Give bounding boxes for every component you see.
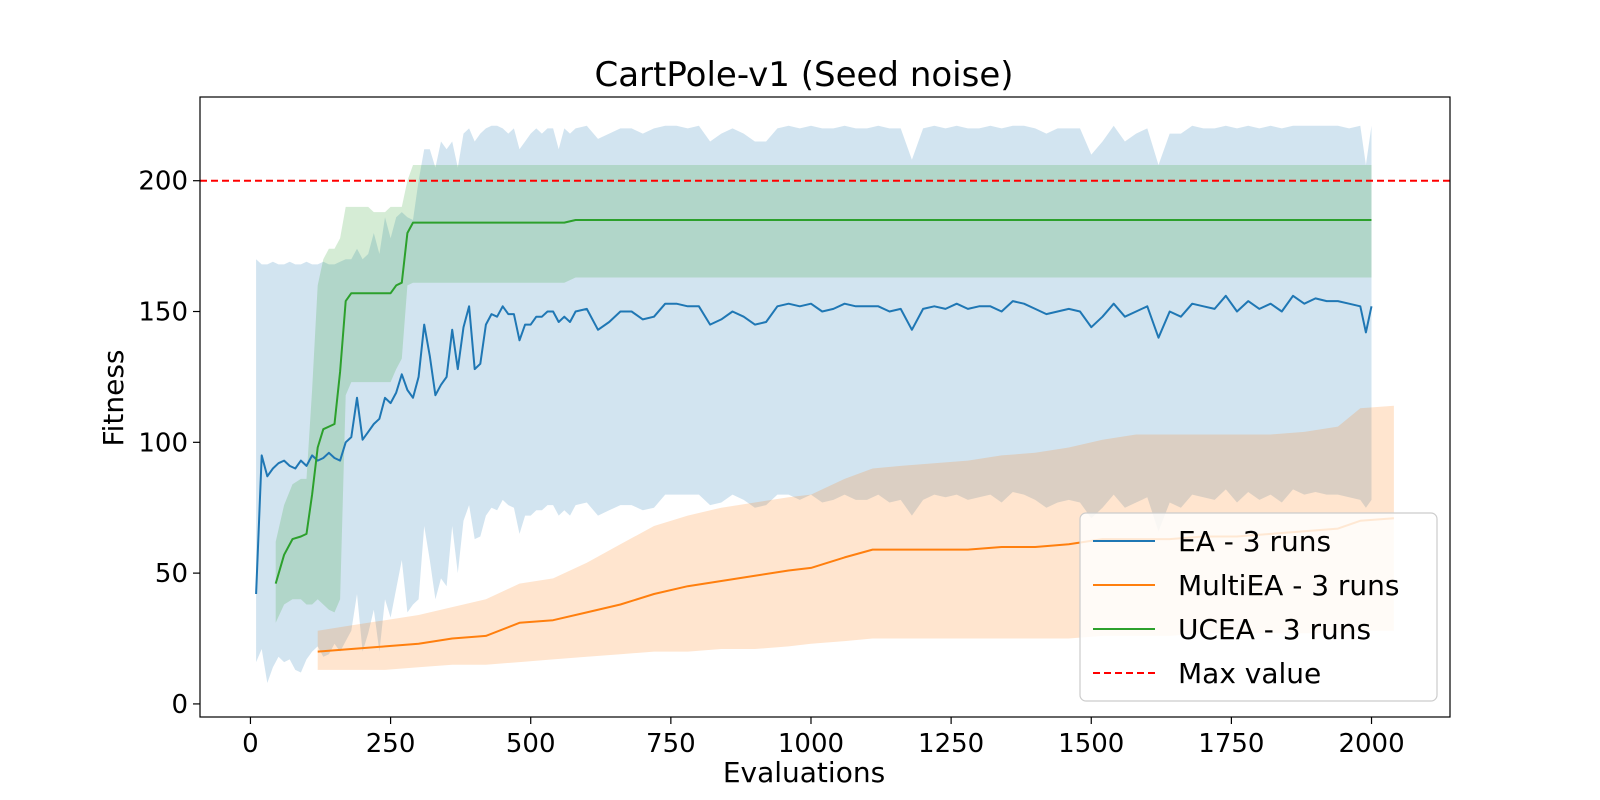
x-axis-label: Evaluations: [723, 756, 885, 789]
x-tick-label: 1000: [778, 729, 844, 759]
x-tick-label: 250: [366, 729, 416, 759]
x-axis: 0 250 500 750 1000 1250 1500 1750 2000: [242, 717, 1405, 759]
legend-box: [1079, 512, 1438, 702]
band-ucea-3-runs: [275, 165, 1372, 623]
x-tick-label: 2000: [1338, 729, 1404, 759]
x-tick-label: 1250: [918, 729, 984, 759]
x-tick-label: 500: [506, 729, 556, 759]
y-tick-label: 0: [171, 690, 188, 720]
y-tick-label: 150: [138, 298, 188, 328]
line-ea-3-runs: [255, 294, 1373, 595]
legend-label-max-value: Max value: [1178, 657, 1321, 690]
legend-label-ucea-3-runs: UCEA - 3 runs: [1178, 613, 1371, 646]
y-axis-label: Fitness: [97, 350, 130, 447]
plot-frame: [199, 96, 1451, 718]
x-tick-label: 750: [646, 729, 696, 759]
legend-label-multiea-3-runs: MultiEA - 3 runs: [1178, 569, 1400, 602]
x-tick-label: 0: [242, 729, 259, 759]
y-axis: 0 50 100 150 200: [138, 167, 200, 720]
y-tick-label: 200: [138, 167, 188, 197]
legend-label-ea-3-runs: EA - 3 runs: [1178, 525, 1331, 558]
band-ea-3-runs: [256, 125, 1372, 684]
x-tick-label: 1750: [1198, 729, 1264, 759]
y-tick-label: 100: [138, 428, 188, 458]
legend: EA - 3 runs MultiEA - 3 runs UCEA - 3 runs…: [1079, 512, 1438, 702]
y-tick-label: 50: [155, 559, 188, 589]
chart-title: CartPole-v1 (Seed noise): [594, 55, 1013, 95]
line-ucea-3-runs: [274, 219, 1372, 584]
x-tick-label: 1500: [1058, 729, 1124, 759]
